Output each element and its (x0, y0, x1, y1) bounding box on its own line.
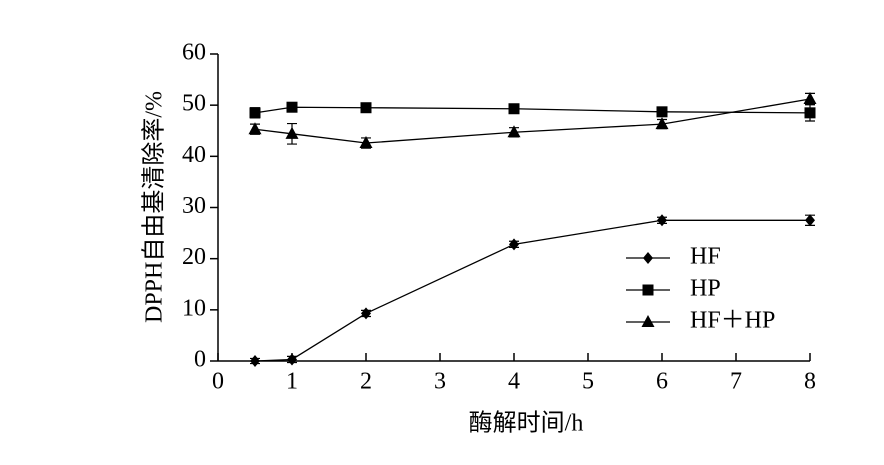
legend-label: HF＋HP (690, 308, 775, 334)
marker (249, 107, 261, 119)
y-tick-label: 30 (182, 193, 206, 219)
y-tick-label: 50 (182, 91, 206, 117)
marker (804, 107, 816, 119)
y-tick-label: 20 (182, 244, 206, 270)
marker (248, 122, 262, 135)
x-tick-label: 3 (434, 369, 446, 395)
x-tick-label: 8 (804, 369, 816, 395)
marker (508, 103, 520, 115)
marker (656, 106, 668, 118)
marker (287, 353, 297, 366)
marker (250, 355, 260, 367)
marker (361, 307, 371, 320)
y-tick-label: 10 (182, 295, 206, 321)
y-tick-label: 0 (194, 347, 206, 373)
marker (509, 238, 519, 251)
y-tick-label: 40 (182, 142, 206, 168)
marker (803, 92, 817, 105)
x-axis-label: 酶解时间/h (469, 410, 584, 437)
x-tick-label: 2 (360, 369, 372, 395)
legend-label: HP (690, 276, 721, 302)
marker (655, 117, 669, 130)
marker (359, 136, 373, 149)
x-tick-label: 1 (286, 369, 298, 395)
marker (285, 126, 299, 139)
marker (641, 315, 655, 327)
marker (507, 125, 521, 138)
x-tick-label: 7 (730, 369, 742, 395)
series-line (254, 98, 811, 144)
x-tick-label: 0 (212, 369, 224, 395)
x-tick-label: 5 (582, 369, 594, 395)
marker (642, 284, 654, 296)
y-tick-label: 60 (182, 40, 206, 66)
marker (805, 214, 815, 227)
x-tick-label: 4 (508, 369, 520, 395)
legend-label: HF (690, 244, 721, 270)
marker (286, 101, 298, 113)
series-line (254, 106, 811, 114)
series-line (254, 219, 810, 362)
x-tick-label: 6 (656, 369, 668, 395)
marker (360, 102, 372, 114)
y-axis-label: DPPH自由基清除率/% (141, 91, 168, 323)
marker (657, 214, 667, 227)
marker (643, 252, 653, 264)
